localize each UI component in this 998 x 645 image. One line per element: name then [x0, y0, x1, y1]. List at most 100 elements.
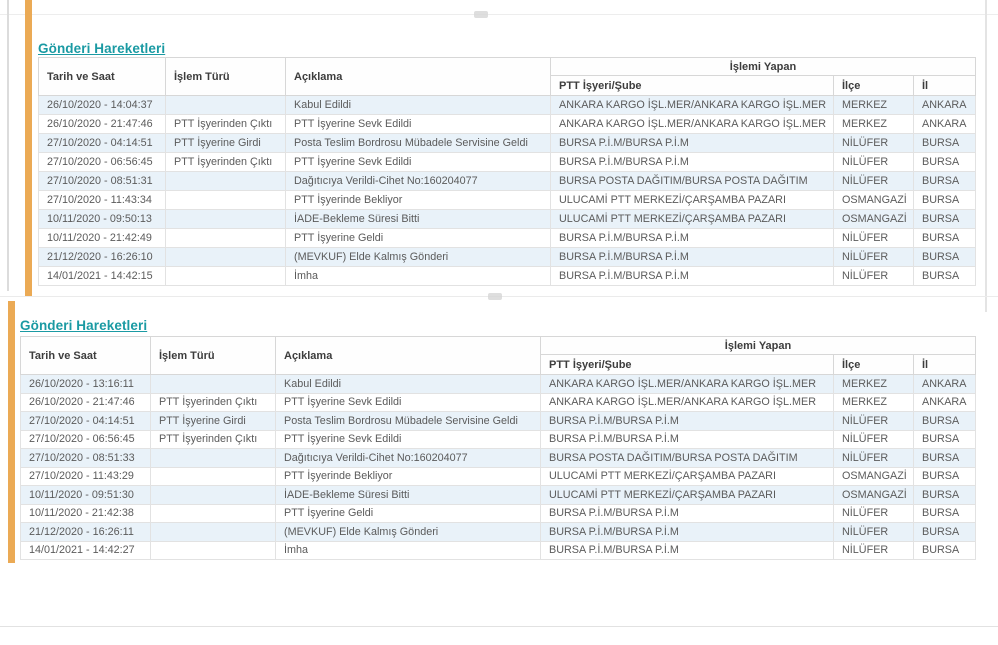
col-header-office: PTT İşyeri/Şube — [550, 75, 834, 96]
cell-date-time: 21/12/2020 - 16:26:11 — [20, 522, 151, 542]
cell-date-time: 26/10/2020 - 14:04:37 — [38, 95, 166, 115]
cell-description: PTT İşyerinde Bekliyor — [285, 190, 551, 210]
table-row: 27/10/2020 - 08:51:31 Dağıtıcıya Verildi-… — [38, 171, 977, 191]
cell-district: NİLÜFER — [833, 503, 914, 523]
cell-date-time: 27/10/2020 - 11:43:29 — [20, 466, 151, 486]
cell-operation-type: PTT İşyerinden Çıktı — [150, 392, 276, 412]
cell-date-time: 10/11/2020 - 21:42:49 — [38, 228, 166, 248]
cell-operation-type — [150, 522, 276, 542]
cell-province: BURSA — [912, 266, 977, 286]
cell-date-time: 27/10/2020 - 11:43:34 — [38, 190, 166, 210]
table-row: 21/12/2020 - 16:26:10 (MEVKUF) Elde Kalmı… — [38, 247, 977, 267]
col-header-description: Açıklama — [285, 57, 551, 96]
mid-resize-handle — [488, 293, 502, 300]
cell-district: NİLÜFER — [833, 171, 914, 191]
cell-province: BURSA — [912, 411, 977, 431]
cell-office: ULUCAMİ PTT MERKEZİ/ÇARŞAMBA PAZARI — [550, 190, 834, 210]
cell-province: BURSA — [912, 503, 977, 523]
cell-province: BURSA — [912, 209, 977, 229]
cell-province: BURSA — [912, 152, 977, 172]
table-row: 27/10/2020 - 08:51:33 Dağıtıcıya Verildi-… — [20, 448, 977, 468]
shipment-movements-section-1: Gönderi Hareketleri Tarih ve Saat İşlem … — [0, 0, 998, 296]
cell-office: BURSA P.İ.M/BURSA P.İ.M — [540, 429, 834, 449]
cell-description: PTT İşyerine Geldi — [285, 228, 551, 248]
cell-description: İmha — [285, 266, 551, 286]
section-title-link[interactable]: Gönderi Hareketleri — [20, 318, 148, 333]
table-row: 26/10/2020 - 13:16:11 Kabul Edildi ANKARA … — [20, 374, 977, 394]
cell-description: İmha — [275, 540, 541, 560]
cell-date-time: 27/10/2020 - 08:51:31 — [38, 171, 166, 191]
cell-operation-type — [165, 247, 286, 267]
cell-province: BURSA — [912, 540, 977, 560]
cell-date-time: 26/10/2020 - 21:47:46 — [20, 392, 151, 412]
cell-description: Kabul Edildi — [285, 95, 551, 115]
orange-accent-bar — [25, 0, 32, 296]
cell-operation-type: PTT İşyerine Girdi — [150, 411, 276, 431]
cell-province: BURSA — [912, 466, 977, 486]
cell-operation-type — [165, 266, 286, 286]
table-row: 26/10/2020 - 21:47:46 PTT İşyerinden Çıkt… — [38, 114, 977, 134]
panel-left-edge-line — [7, 0, 9, 291]
table-row: 26/10/2020 - 21:47:46 PTT İşyerinden Çıkt… — [20, 392, 977, 412]
cell-office: BURSA P.İ.M/BURSA P.İ.M — [550, 228, 834, 248]
table-row: 10/11/2020 - 21:42:38 PTT İşyerine Geldi B… — [20, 503, 977, 523]
cell-date-time: 27/10/2020 - 06:56:45 — [38, 152, 166, 172]
cell-district: MERKEZ — [833, 95, 914, 115]
cell-date-time: 27/10/2020 - 04:14:51 — [38, 133, 166, 153]
col-header-operation-type: İşlem Türü — [165, 57, 286, 96]
top-separator-line — [0, 14, 998, 15]
cell-operation-type: PTT İşyerinden Çıktı — [165, 152, 286, 172]
table-row: 27/10/2020 - 04:14:51 PTT İşyerine Girdi P… — [38, 133, 977, 153]
top-resize-handle — [474, 11, 488, 18]
table-row: 10/11/2020 - 09:51:30 İADE-Bekleme Süresi… — [20, 485, 977, 505]
cell-district: MERKEZ — [833, 374, 914, 394]
cell-operation-type: PTT İşyerine Girdi — [165, 133, 286, 153]
cell-province: ANKARA — [912, 114, 977, 134]
table-row: 10/11/2020 - 21:42:49 PTT İşyerine Geldi B… — [38, 228, 977, 248]
cell-date-time: 14/01/2021 - 14:42:15 — [38, 266, 166, 286]
cell-district: NİLÜFER — [833, 411, 914, 431]
cell-province: BURSA — [912, 171, 977, 191]
cell-office: ANKARA KARGO İŞL.MER/ANKARA KARGO İŞL.ME… — [540, 392, 834, 412]
cell-province: ANKARA — [912, 392, 977, 412]
movements-table: Tarih ve Saat İşlem Türü Açıklama İşlemi… — [38, 57, 977, 286]
cell-province: BURSA — [912, 522, 977, 542]
cell-office: BURSA POSTA DAĞITIM/BURSA POSTA DAĞITIM — [540, 448, 834, 468]
cell-office: BURSA P.İ.M/BURSA P.İ.M — [540, 411, 834, 431]
cell-office: ULUCAMİ PTT MERKEZİ/ÇARŞAMBA PAZARI — [540, 485, 834, 505]
table-row: 26/10/2020 - 14:04:37 Kabul Edildi ANKARA … — [38, 95, 977, 115]
cell-description: Posta Teslim Bordrosu Mübadele Servisine… — [275, 411, 541, 431]
cell-province: BURSA — [912, 448, 977, 468]
cell-district: NİLÜFER — [833, 448, 914, 468]
cell-operation-type — [150, 374, 276, 394]
cell-operation-type — [165, 228, 286, 248]
cell-operation-type — [150, 448, 276, 468]
cell-date-time: 14/01/2021 - 14:42:27 — [20, 540, 151, 560]
cell-operation-type — [165, 209, 286, 229]
cell-province: BURSA — [912, 228, 977, 248]
cell-district: NİLÜFER — [833, 247, 914, 267]
cell-description: (MEVKUF) Elde Kalmış Gönderi — [285, 247, 551, 267]
cell-district: OSMANGAZİ — [833, 485, 914, 505]
table-row: 10/11/2020 - 09:50:13 İADE-Bekleme Süresi… — [38, 209, 977, 229]
cell-description: PTT İşyerine Sevk Edildi — [275, 392, 541, 412]
cell-operation-type — [150, 466, 276, 486]
movements-table: Tarih ve Saat İşlem Türü Açıklama İşlemi… — [20, 336, 977, 560]
cell-operation-type — [165, 95, 286, 115]
cell-office: ANKARA KARGO İŞL.MER/ANKARA KARGO İŞL.ME… — [550, 114, 834, 134]
cell-district: NİLÜFER — [833, 152, 914, 172]
col-header-date-time: Tarih ve Saat — [38, 57, 166, 96]
cell-office: BURSA P.İ.M/BURSA P.İ.M — [550, 247, 834, 267]
cell-description: PTT İşyerinde Bekliyor — [275, 466, 541, 486]
table-row: 27/10/2020 - 04:14:51 PTT İşyerine Girdi P… — [20, 411, 977, 431]
cell-district: NİLÜFER — [833, 266, 914, 286]
cell-office: ANKARA KARGO İŞL.MER/ANKARA KARGO İŞL.ME… — [540, 374, 834, 394]
cell-district: MERKEZ — [833, 392, 914, 412]
col-header-district: İlçe — [833, 354, 914, 375]
section-title-link[interactable]: Gönderi Hareketleri — [38, 41, 166, 56]
cell-province: ANKARA — [912, 374, 977, 394]
cell-district: NİLÜFER — [833, 228, 914, 248]
cell-date-time: 10/11/2020 - 09:50:13 — [38, 209, 166, 229]
col-header-date-time: Tarih ve Saat — [20, 336, 151, 375]
cell-description: İADE-Bekleme Süresi Bitti — [275, 485, 541, 505]
